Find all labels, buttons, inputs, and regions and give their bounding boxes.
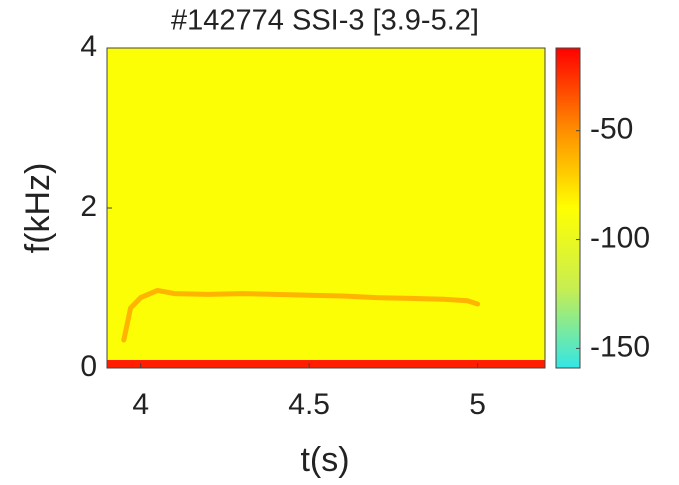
y-axis-label: f(kHz) (19, 163, 57, 254)
y-tick-label: 2 (80, 190, 97, 223)
x-axis-label: t(s) (300, 441, 349, 479)
chart-title: #142774 SSI-3 [3.9-5.2] (171, 5, 479, 37)
x-tick-label: 4 (132, 388, 149, 421)
colorbar-tick-label: -100 (590, 221, 650, 254)
x-tick-label: 4.5 (288, 388, 330, 421)
mode-line (121, 287, 481, 343)
x-tick-label: 5 (469, 388, 486, 421)
colorbar-tick-label: -150 (590, 330, 650, 363)
colorbar-tick-label: -50 (590, 113, 633, 146)
low-band (107, 360, 545, 368)
y-tick-label: 0 (80, 350, 97, 383)
y-tick-label: 4 (80, 30, 97, 63)
colorbar (555, 47, 581, 369)
plot-area (107, 48, 545, 368)
background-level (107, 48, 545, 368)
